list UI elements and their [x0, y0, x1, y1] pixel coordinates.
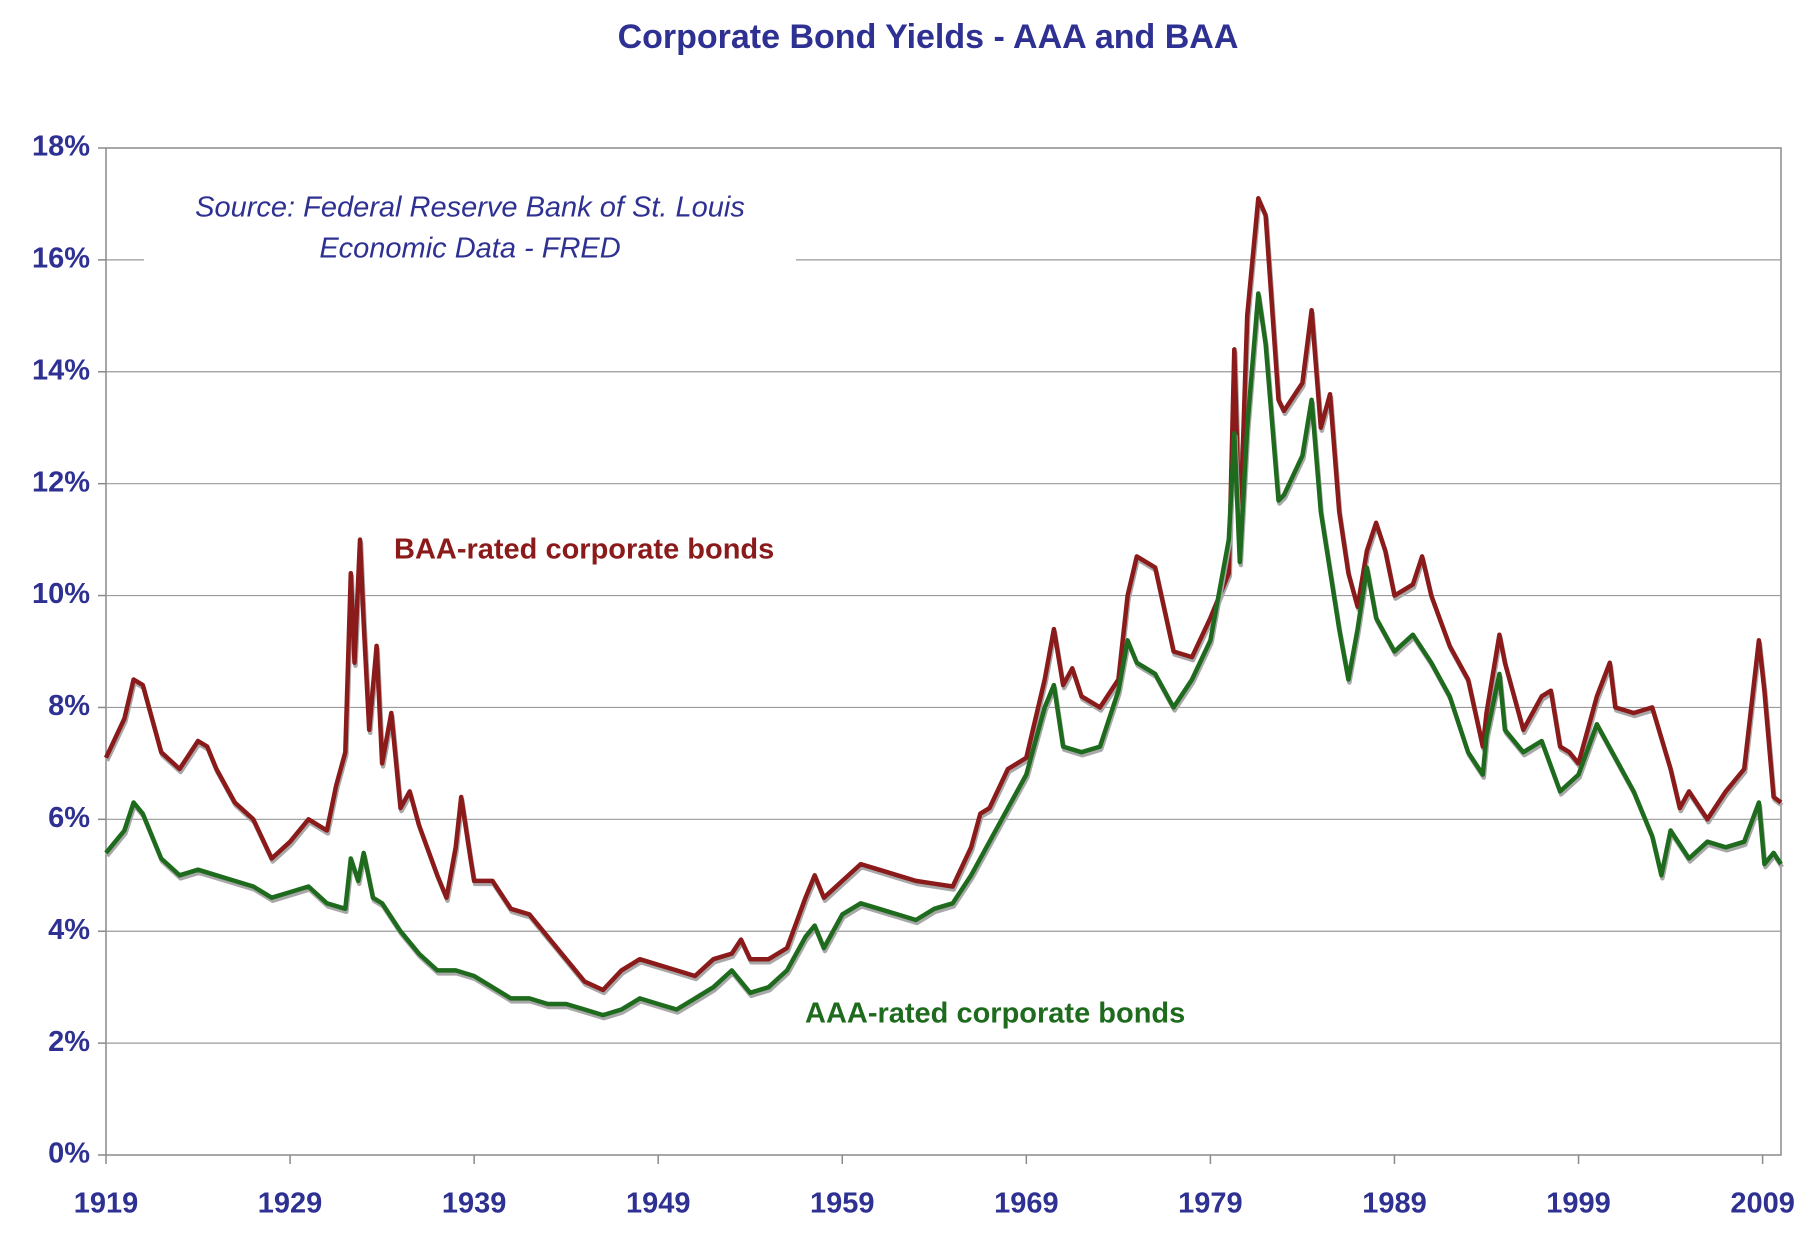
x-tick-label: 1969 — [994, 1188, 1059, 1220]
y-tick-label: 0% — [48, 1138, 90, 1170]
x-tick-label: 1939 — [442, 1188, 507, 1220]
x-tick-label: 1919 — [74, 1188, 139, 1220]
y-tick-label: 10% — [32, 578, 90, 610]
y-tick-label: 14% — [32, 354, 90, 386]
x-tick-label: 1959 — [810, 1188, 875, 1220]
y-tick-label: 6% — [48, 802, 90, 834]
chart-title: Corporate Bond Yields - AAA and BAA — [618, 18, 1239, 56]
y-tick-label: 4% — [48, 914, 90, 946]
y-tick-label: 8% — [48, 690, 90, 722]
line-series — [103, 196, 1783, 993]
y-tick-label: 2% — [48, 1026, 90, 1058]
y-tick-label: 16% — [32, 243, 90, 275]
x-tick-label: 2009 — [1730, 1188, 1795, 1220]
x-tick-label: 1949 — [626, 1188, 691, 1220]
source-note: Source: Federal Reserve Bank of St. Loui… — [195, 192, 745, 224]
y-tick-label: 18% — [32, 131, 90, 163]
x-tick-label: 1989 — [1362, 1188, 1427, 1220]
series-label: BAA-rated corporate bonds — [394, 534, 774, 566]
source-box — [144, 180, 796, 280]
line-series — [104, 291, 1783, 1018]
x-tick-label: 1979 — [1178, 1188, 1243, 1220]
source-note: Economic Data - FRED — [319, 233, 620, 265]
series-label: AAA-rated corporate bonds — [805, 998, 1185, 1030]
x-tick-label: 1929 — [258, 1188, 323, 1220]
x-tick-label: 1999 — [1546, 1188, 1611, 1220]
y-tick-label: 12% — [32, 466, 90, 498]
